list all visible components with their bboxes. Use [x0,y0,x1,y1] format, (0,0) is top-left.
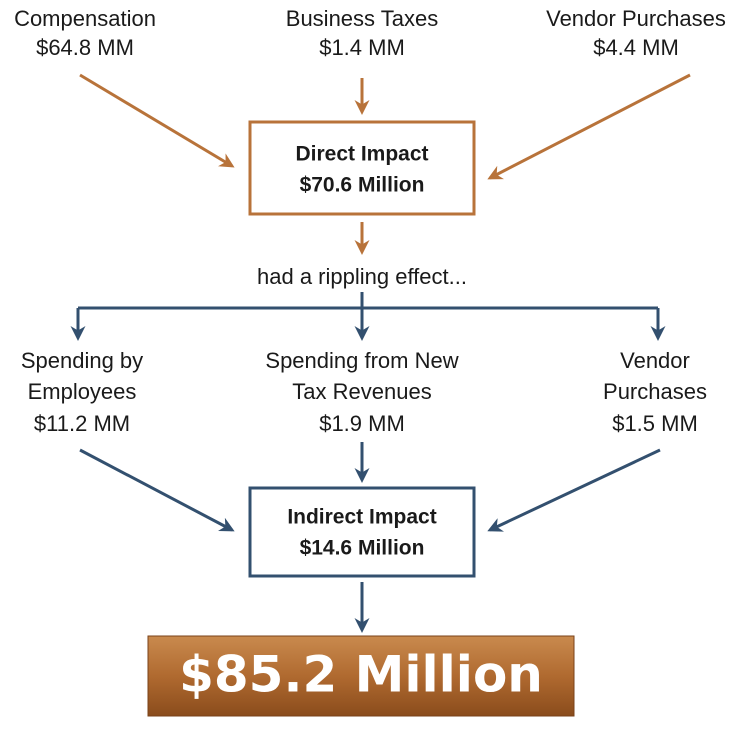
total-box [147,635,575,717]
arrow [79,448,235,532]
arrow [79,73,235,168]
source-value: $1.4 MM [319,35,405,60]
connector-text: had a rippling effect... [257,264,467,289]
arrow [487,448,661,532]
branch-line [78,292,658,310]
source-value: $1.5 MM [612,411,698,436]
source-label: Vendor [620,348,690,373]
arrow [487,73,691,180]
source-label: Spending by [21,348,143,373]
indirect-box [248,486,476,578]
source-value: $11.2 MM [34,411,130,436]
direct-box [248,120,476,216]
box-title: Indirect Impact [287,506,436,529]
box-value: $14.6 Million [300,537,425,560]
source-label: Tax Revenues [292,379,431,404]
source-value: $4.4 MM [593,35,679,60]
source-label: Vendor Purchases [546,6,726,31]
source-value: $64.8 MM [36,35,134,60]
source-value: $1.9 MM [319,411,405,436]
box-title: Direct Impact [295,143,428,166]
source-label: Business Taxes [286,6,438,31]
source-label: Purchases [603,379,707,404]
total-text: $85.2 Million [179,646,543,704]
box-value: $70.6 Million [300,174,425,197]
source-label: Employees [28,379,137,404]
source-label: Compensation [14,6,156,31]
source-label: Spending from New [265,348,458,373]
